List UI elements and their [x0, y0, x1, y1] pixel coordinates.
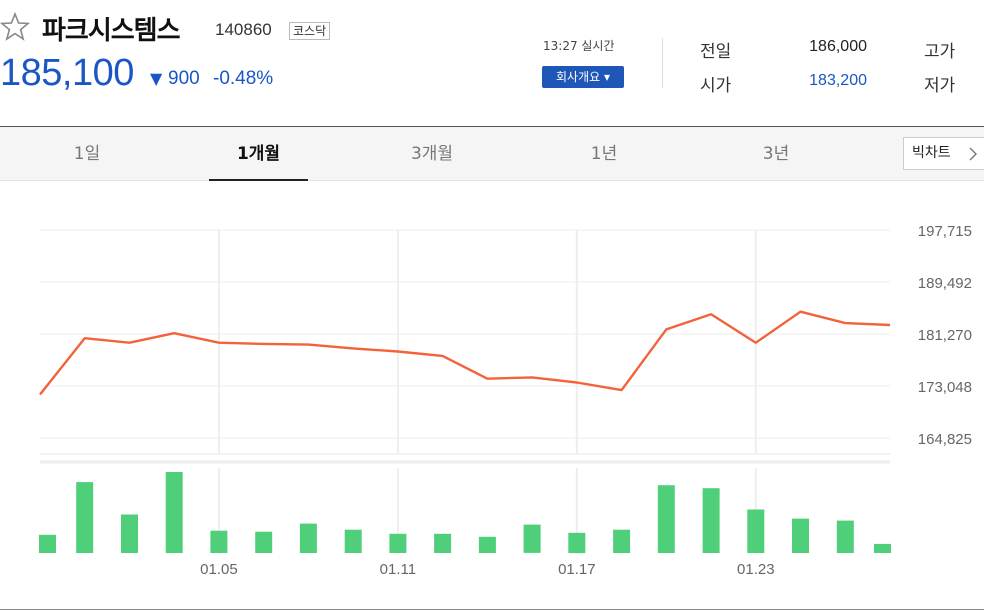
volume-bar — [478, 536, 496, 553]
y-tick-label: 189,492 — [918, 275, 972, 292]
volume-bar — [657, 485, 675, 553]
volume-bar — [39, 534, 56, 553]
price-change: 900 — [168, 68, 200, 89]
y-tick-label: 197,715 — [918, 223, 972, 240]
company-overview-button[interactable]: 회사개요 ▾ — [542, 66, 624, 88]
chart-svg: 197,715 189,492 181,270 173,048 164,825 01.05… — [39, 223, 972, 578]
volume-bar — [568, 532, 586, 554]
chevron-right-icon — [969, 147, 977, 161]
open-label: 시가 — [700, 76, 732, 96]
stock-name: 파크시스템스 — [42, 16, 181, 46]
volume-bar — [76, 482, 94, 553]
volume-bar — [210, 530, 228, 553]
volume-bar — [121, 514, 138, 553]
x-tick-label: 01.05 — [200, 561, 238, 578]
period-tabs: 1일 1개월 3개월 1년 3년 빅차트 — [0, 126, 984, 181]
down-arrow-icon: ▼ — [150, 69, 163, 88]
volume-bar — [874, 543, 891, 553]
volume-bar — [165, 472, 183, 553]
tab-1m[interactable]: 1개월 — [209, 127, 308, 181]
low-label: 저가 — [924, 76, 956, 96]
volume-bar — [747, 509, 765, 553]
open-value: 183,200 — [809, 72, 867, 89]
big-chart-button[interactable]: 빅차트 — [903, 137, 984, 170]
y-tick-label: 173,048 — [918, 379, 972, 396]
volume-bar — [389, 533, 407, 553]
stock-header: 파크시스템스 140860 코스닥 185,100 ▼ 900 -0.48% 1… — [0, 0, 984, 126]
tab-3m[interactable]: 3개월 — [410, 144, 454, 164]
update-time: 13:27 실시간 — [543, 39, 615, 53]
volume-bar — [613, 529, 631, 553]
tab-1d[interactable]: 1일 — [73, 144, 101, 164]
volume-bar — [702, 488, 720, 553]
volume-bar — [792, 518, 809, 553]
volume-bar — [434, 533, 452, 553]
current-price: 185,100 — [0, 52, 134, 94]
y-tick-label: 164,825 — [918, 431, 972, 448]
price-line — [39, 310, 891, 396]
y-tick-label: 181,270 — [918, 327, 972, 344]
bottom-divider — [0, 609, 984, 610]
high-label: 고가 — [924, 42, 956, 62]
tab-3y[interactable]: 3년 — [762, 144, 790, 164]
big-chart-label: 빅차트 — [912, 145, 951, 161]
volume-bar — [836, 520, 854, 553]
price-chart: 197,715 189,492 181,270 173,048 164,825 01.05… — [0, 182, 984, 602]
prev-close-value: 186,000 — [809, 38, 867, 55]
tab-1y[interactable]: 1년 — [590, 144, 618, 164]
volume-bar — [344, 529, 362, 553]
prev-close-label: 전일 — [700, 42, 732, 62]
change-rate: -0.48% — [213, 68, 274, 89]
x-tick-label: 01.23 — [737, 561, 775, 578]
x-tick-label: 01.17 — [558, 561, 596, 578]
stock-code: 140860 — [215, 20, 272, 39]
x-tick-label: 01.11 — [380, 561, 416, 578]
volume-bar — [523, 524, 541, 553]
volume-bar — [255, 531, 273, 553]
market-badge: 코스닥 — [289, 22, 331, 40]
divider — [662, 38, 663, 88]
star-icon[interactable] — [0, 12, 30, 42]
volume-bar — [299, 523, 317, 553]
